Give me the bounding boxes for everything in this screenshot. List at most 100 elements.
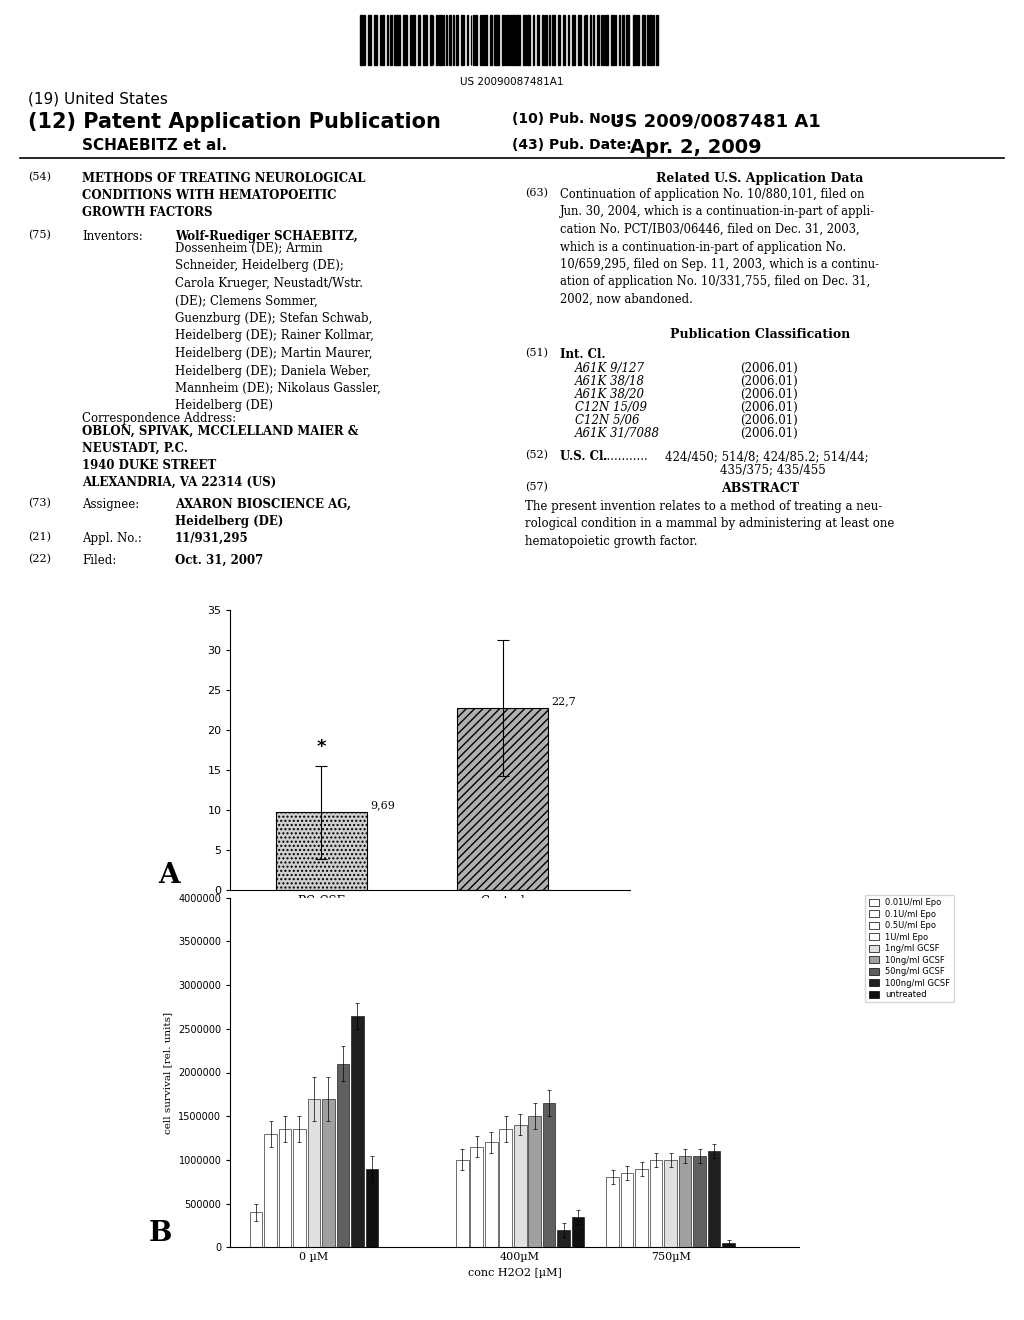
Text: (43) Pub. Date:: (43) Pub. Date: [512,139,632,152]
Text: Related U.S. Application Data: Related U.S. Application Data [656,172,863,185]
Text: Assignee:: Assignee: [82,498,139,511]
Bar [250,1212,262,1247]
Bar [337,1064,349,1247]
Bar [489,15,493,65]
Bar [722,1243,735,1247]
Bar [293,1130,306,1247]
Bar [627,15,630,65]
Bar [649,1160,663,1247]
Text: U.S. Cl.: U.S. Cl. [560,450,607,463]
Bar [484,1142,498,1247]
Bar [366,1168,378,1247]
Bar [708,1151,721,1247]
Bar [572,15,575,65]
Text: (2006.01): (2006.01) [740,362,798,375]
Bar [500,1130,512,1247]
Bar [456,15,458,65]
Bar [423,15,426,65]
Text: (73): (73) [28,498,51,508]
Text: C12N 15/09: C12N 15/09 [575,401,647,414]
Text: (10) Pub. No.:: (10) Pub. No.: [512,112,622,125]
Bar [494,15,497,65]
Text: Continuation of application No. 10/880,101, filed on
Jun. 30, 2004, which is a c: Continuation of application No. 10/880,1… [560,187,879,306]
Text: (51): (51) [525,348,548,358]
Bar [498,15,499,65]
Text: C12N 5/06: C12N 5/06 [575,414,640,426]
Bar [430,15,432,65]
Bar [679,1155,691,1247]
Text: Wolf-Ruediger SCHAEBITZ,: Wolf-Ruediger SCHAEBITZ, [175,230,357,243]
Text: (54): (54) [28,172,51,182]
Text: Inventors:: Inventors: [82,230,142,243]
Bar [307,1098,321,1247]
Bar [538,15,539,65]
Legend: 0.01U/ml Epo, 0.1U/ml Epo, 0.5U/ml Epo, 1U/ml Epo, 1ng/ml GCSF, 10ng/ml GCSF, 50: 0.01U/ml Epo, 0.1U/ml Epo, 0.5U/ml Epo, … [865,895,953,1002]
Bar [264,1134,276,1247]
Bar [510,15,511,65]
Bar [456,1160,469,1247]
Bar [351,1015,364,1247]
Text: A61K 31/7088: A61K 31/7088 [575,426,660,440]
Bar [571,1217,585,1247]
Bar [438,15,441,65]
Bar [368,15,371,65]
Text: SCHAEBITZ et al.: SCHAEBITZ et al. [82,139,227,153]
Text: (2006.01): (2006.01) [740,401,798,414]
Text: AXARON BIOSCIENCE AG,
Heidelberg (DE): AXARON BIOSCIENCE AG, Heidelberg (DE) [175,498,351,528]
Bar [449,15,451,65]
Bar [418,15,420,65]
Text: .............: ............. [600,450,649,463]
Bar [527,15,530,65]
Text: US 20090087481A1: US 20090087481A1 [460,77,564,87]
Bar [606,1177,618,1247]
Bar [585,15,587,65]
Bar [360,15,364,65]
Text: Oct. 31, 2007: Oct. 31, 2007 [175,554,263,568]
Bar [603,15,604,65]
Bar [412,15,415,65]
Text: A61K 38/20: A61K 38/20 [575,388,645,401]
Text: (52): (52) [525,450,548,461]
Bar [390,15,392,65]
Text: Publication Classification: Publication Classification [670,327,850,341]
Text: METHODS OF TREATING NEUROLOGICAL
CONDITIONS WITH HEMATOPOEITIC
GROWTH FACTORS: METHODS OF TREATING NEUROLOGICAL CONDITI… [82,172,366,219]
Text: (75): (75) [28,230,51,240]
Text: B: B [148,1220,172,1247]
Text: (2006.01): (2006.01) [740,375,798,388]
Text: Apr. 2, 2009: Apr. 2, 2009 [630,139,762,157]
Bar [648,15,651,65]
Text: (2006.01): (2006.01) [740,388,798,401]
Text: A61K 38/18: A61K 38/18 [575,375,645,388]
Bar [552,15,555,65]
Bar [558,15,560,65]
Y-axis label: cell survival [rel. units]: cell survival [rel. units] [164,1011,173,1134]
Bar [542,15,544,65]
Bar [502,15,505,65]
Bar [483,15,486,65]
Bar [404,15,408,65]
Bar [506,15,509,65]
Bar [461,15,464,65]
Bar [480,15,481,65]
Bar [579,15,581,65]
Text: ABSTRACT: ABSTRACT [721,482,799,495]
Text: US 2009/0087481 A1: US 2009/0087481 A1 [610,112,821,129]
Bar [597,15,599,65]
Text: (63): (63) [525,187,548,198]
Bar [474,15,477,65]
Bar [516,15,519,65]
Bar [605,15,608,65]
Text: (2006.01): (2006.01) [740,414,798,426]
Bar [665,1160,677,1247]
Bar [590,15,591,65]
Text: 22,7: 22,7 [552,696,577,706]
Text: The present invention relates to a method of treating a neu-
rological condition: The present invention relates to a metho… [525,500,894,548]
Text: (22): (22) [28,554,51,565]
Bar [637,15,639,65]
Bar [512,15,515,65]
Text: 424/450; 514/8; 424/85.2; 514/44;: 424/450; 514/8; 424/85.2; 514/44; [665,450,868,463]
Bar [514,1125,526,1247]
Bar [374,15,377,65]
Bar [693,1155,706,1247]
Text: Correspondence Address:: Correspondence Address: [82,412,237,425]
